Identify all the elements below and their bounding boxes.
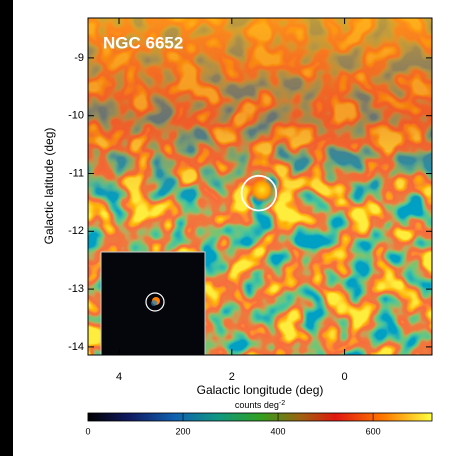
y-tick-label: -10 [68, 110, 84, 122]
colorbar-tick-label: 0 [85, 426, 90, 436]
colorbar-label-exponent: -2 [279, 400, 285, 407]
inset [101, 252, 205, 355]
y-tick-label: -11 [69, 167, 84, 179]
y-tick-label: -14 [68, 341, 84, 353]
colorbar [88, 413, 432, 421]
y-axis-label: Galactic latitude (deg) [42, 128, 56, 245]
count-map [88, 18, 432, 355]
colorbar-tick-label: 400 [271, 426, 286, 436]
x-tick-label: 4 [116, 371, 122, 383]
y-tick-label: -9 [74, 52, 84, 64]
colorbar-label: counts deg-2 [235, 400, 285, 411]
colorbar-tick-label: 200 [176, 426, 191, 436]
chart-title: NGC 6652 [103, 33, 183, 52]
y-tick-label: -12 [68, 225, 84, 237]
left-strip [0, 0, 13, 456]
inset-halo [151, 300, 157, 306]
x-axis-label: Galactic longitude (deg) [197, 383, 324, 397]
colorbar-label-text: counts deg [235, 400, 279, 410]
figure: NGC 6652 Galactic latitude (deg) Galacti… [0, 0, 469, 456]
colorbar-tick-label: 600 [366, 426, 381, 436]
y-tick-label: -13 [68, 283, 84, 295]
x-tick-label: 2 [229, 371, 235, 383]
x-tick-label: 0 [342, 371, 348, 383]
